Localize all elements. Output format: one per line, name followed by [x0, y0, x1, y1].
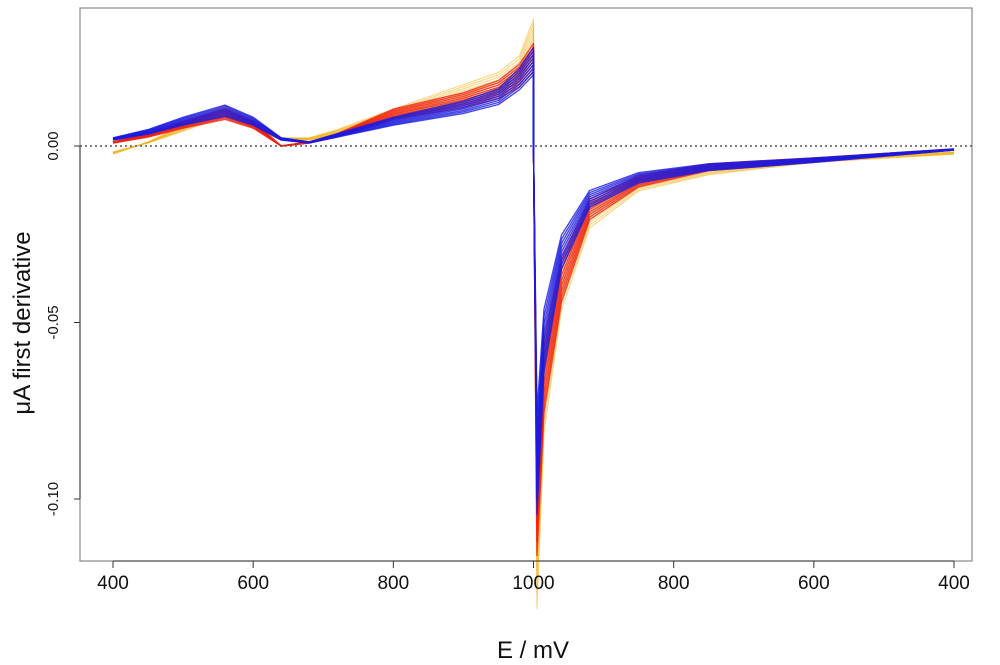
x-tick-label: 400 — [97, 573, 129, 594]
series-blue-trace — [112, 57, 955, 478]
y-tick-label: -0.10 — [45, 482, 62, 516]
series-blue-trace — [112, 60, 955, 465]
y-tick-label: -0.05 — [45, 305, 62, 339]
x-axis: 400 600 800 1000 800 600 400 — [97, 560, 970, 594]
x-tick-label: 800 — [377, 573, 409, 594]
y-axis: 0.00 -0.05 -0.10 — [45, 131, 81, 516]
x-tick-label: 600 — [798, 573, 830, 594]
x-tick-label: 400 — [938, 573, 970, 594]
series-blue-trace — [112, 50, 955, 503]
y-tick-label: 0.00 — [45, 131, 62, 160]
series-layer — [112, 18, 955, 610]
series-blue-trace — [112, 47, 955, 516]
x-tick-label: 600 — [237, 573, 269, 594]
series-blue — [112, 47, 955, 516]
plot-frame — [79, 7, 973, 562]
x-tick-label: 800 — [658, 573, 690, 594]
y-axis-title: μA first derivative — [9, 231, 36, 414]
series-blue-trace — [112, 53, 955, 490]
series-blue-trace — [112, 74, 955, 414]
x-axis-title: E / mV — [497, 637, 569, 664]
series-blue-trace — [112, 67, 955, 439]
series-blue-trace — [112, 70, 955, 427]
x-tick-label: 1000 — [512, 573, 554, 594]
series-blue-trace — [112, 63, 955, 452]
